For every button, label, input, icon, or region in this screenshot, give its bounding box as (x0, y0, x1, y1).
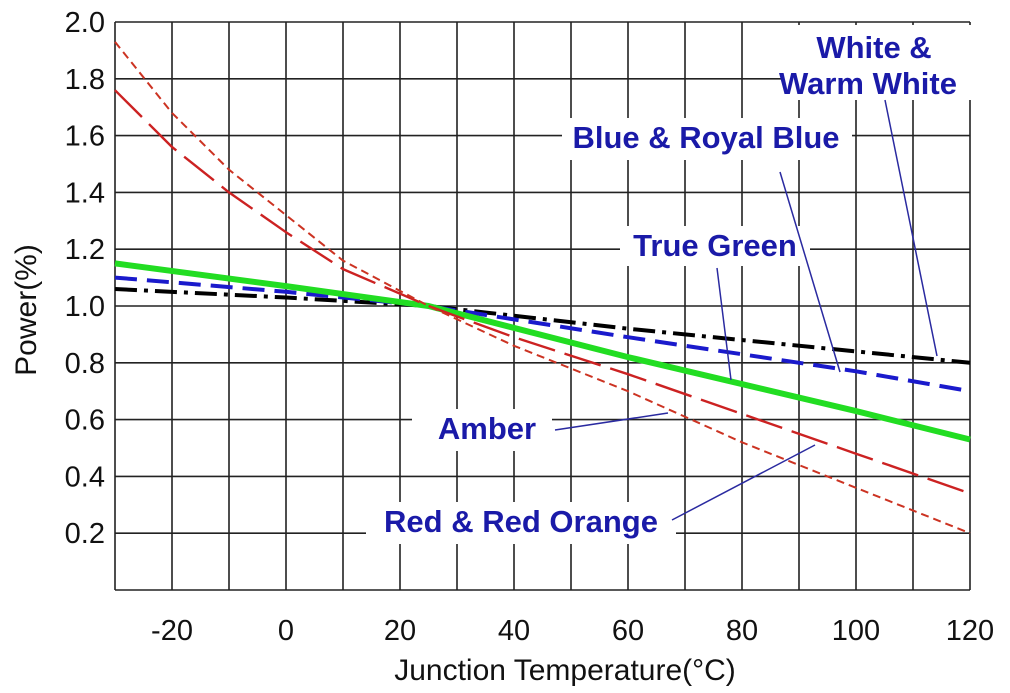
x-tick-label: 120 (946, 615, 994, 647)
callout-label-amber: Amber (438, 411, 536, 446)
callout-bg-white (784, 25, 974, 100)
series-line-2 (114, 260, 971, 443)
y-tick-label: 1.0 (65, 291, 105, 323)
x-axis-title: Junction Temperature(°C) (394, 654, 736, 687)
callout-bg-blue (562, 118, 852, 160)
series-line-0 (114, 287, 971, 365)
callouts: White & Warm White Blue & Royal Blue Tru… (366, 25, 974, 544)
y-tick-label: 0.8 (65, 348, 105, 380)
y-tick-label: 1.8 (65, 64, 105, 96)
series-line-4 (114, 41, 971, 535)
callout-bg-green (620, 226, 810, 266)
x-tick-label: 100 (832, 615, 880, 647)
x-tick-label: -20 (151, 615, 193, 647)
callout-bg-amber (412, 409, 552, 451)
leader-red (671, 444, 816, 521)
leader-white (884, 99, 938, 357)
callout-label-red: Red & Red Orange (384, 504, 658, 539)
x-tick-label: 0 (278, 615, 294, 647)
y-tick-label: 1.2 (65, 234, 105, 266)
series-line-1 (114, 275, 971, 394)
y-tick-label: 0.4 (65, 461, 105, 493)
y-axis-title: Power(%) (10, 244, 43, 376)
callout-label-white-line2: Warm White (779, 66, 957, 101)
series-line-3 (114, 89, 971, 495)
y-tick-label: 1.6 (65, 121, 105, 153)
callout-label-green: True Green (633, 228, 797, 263)
series-lines (114, 41, 971, 535)
y-tick-label: 2.0 (65, 7, 105, 39)
tick-labels: -20 0 20 40 60 80 100 120 0.2 0.4 0.6 0.8 1.0 1.2 1.4 1… (65, 7, 995, 647)
leader-amber (554, 412, 669, 431)
x-tick-label: 80 (726, 615, 758, 647)
callout-label-blue: Blue & Royal Blue (573, 120, 840, 155)
y-tick-label: 0.2 (65, 518, 105, 550)
callout-bg-red (366, 502, 676, 544)
leader-blue (779, 171, 841, 373)
x-tick-label: 60 (612, 615, 644, 647)
y-tick-label: 1.4 (65, 177, 105, 209)
callout-label-white-line1: White & (816, 30, 931, 65)
x-tick-label: 20 (384, 615, 416, 647)
leader-green (716, 267, 732, 381)
callout-leaders (554, 99, 938, 521)
y-tick-label: 0.6 (65, 405, 105, 437)
x-tick-label: 40 (498, 615, 530, 647)
